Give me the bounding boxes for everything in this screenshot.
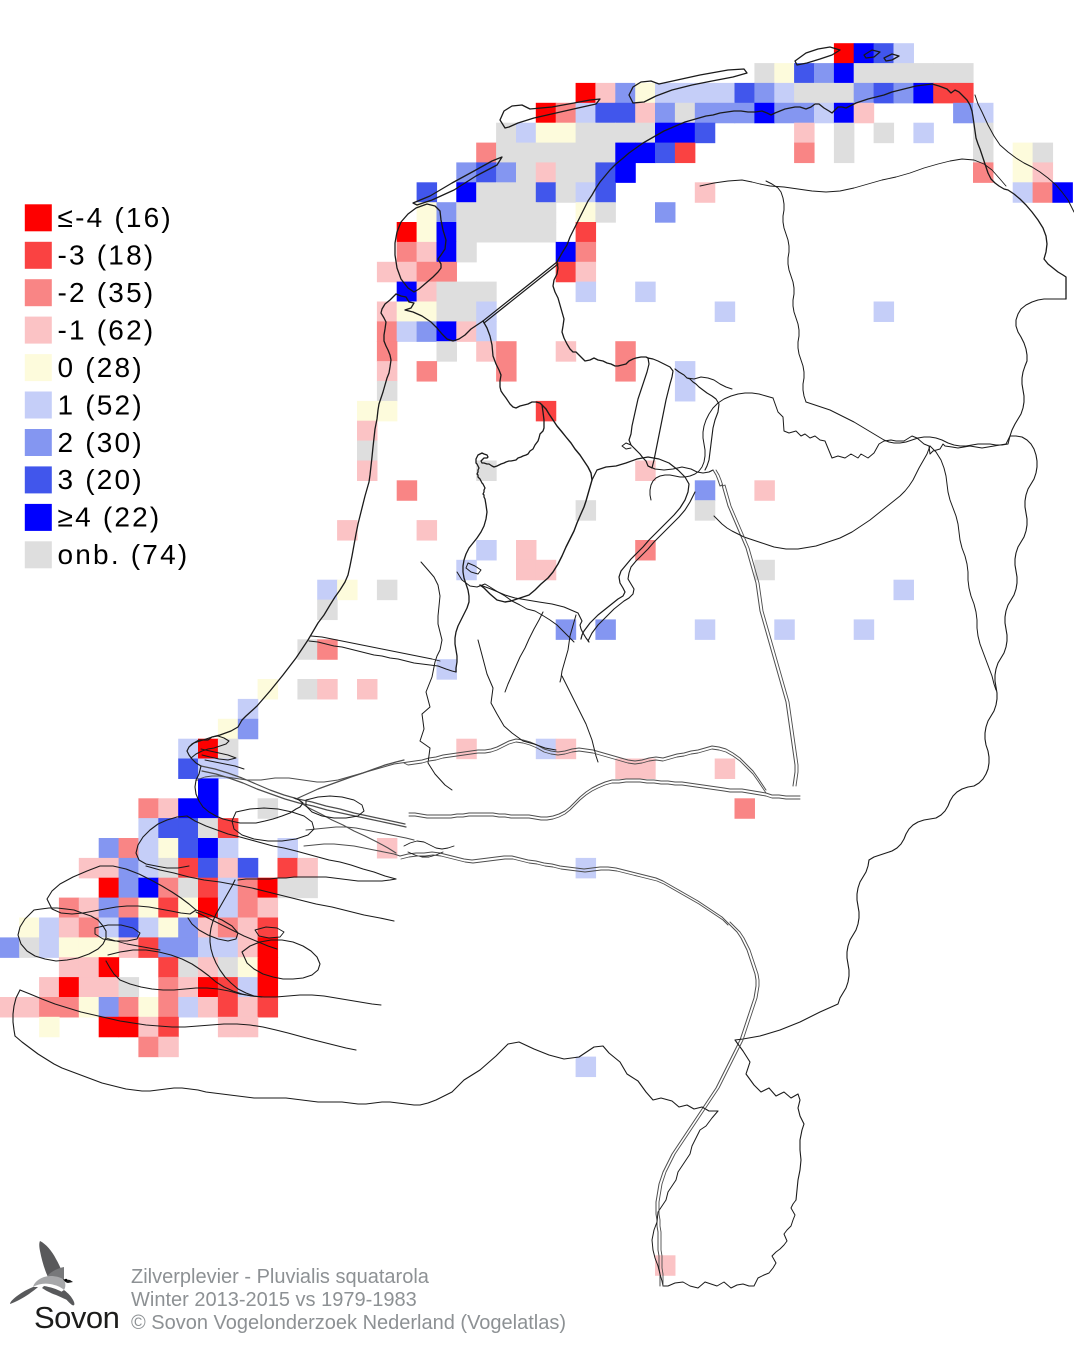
svg-text:-1 (62): -1 (62)	[58, 314, 156, 345]
svg-text:onb. (74): onb. (74)	[58, 539, 190, 570]
svg-text:3 (20): 3 (20)	[58, 464, 144, 495]
svg-text:Sovon: Sovon	[34, 1300, 119, 1335]
svg-text:0 (28): 0 (28)	[58, 352, 144, 383]
svg-text:Winter 2013-2015 vs 1979-1983: Winter 2013-2015 vs 1979-1983	[131, 1289, 417, 1311]
svg-text:© Sovon Vogelonderzoek Nederla: © Sovon Vogelonderzoek Nederland (Vogela…	[131, 1312, 566, 1334]
svg-text:Zilverplevier - Pluvialis squa: Zilverplevier - Pluvialis squatarola	[131, 1266, 430, 1288]
svg-text:1 (52): 1 (52)	[58, 389, 144, 420]
svg-text:-2 (35): -2 (35)	[58, 277, 156, 308]
svg-text:≤-4 (16): ≤-4 (16)	[58, 202, 173, 233]
svg-text:2 (30): 2 (30)	[58, 427, 144, 458]
svg-text:≥4 (22): ≥4 (22)	[58, 502, 162, 533]
svg-text:-3 (18): -3 (18)	[58, 240, 156, 271]
